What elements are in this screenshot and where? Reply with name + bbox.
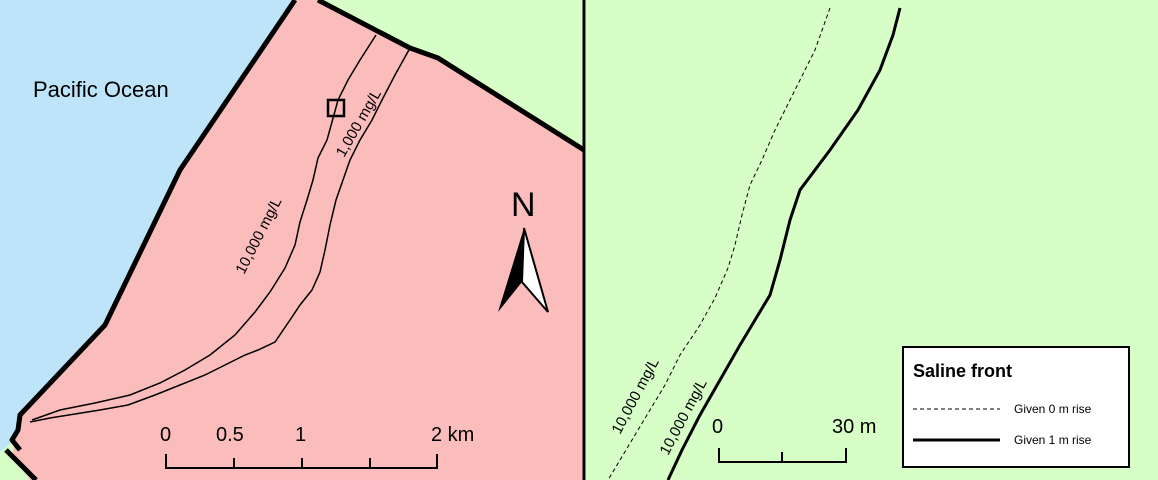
legend: Saline front Given 0 m rise Given 1 m ri… [902,346,1130,468]
legend-item-1m: Given 1 m rise [1014,433,1092,447]
m-scale-tick-30: 30 m [832,416,876,438]
north-arrow-light [520,227,549,313]
contour-10000-line [31,34,377,421]
coastline [9,0,298,452]
saline-front-0m-line [607,7,831,480]
km-scale-tick-2: 2 km [431,424,474,446]
legend-box [902,346,1130,468]
north-arrow-dark [498,228,524,312]
saline-zone [12,0,584,480]
north-label: N [511,186,536,224]
km-scale-tick-1: 1 [295,424,306,446]
km-scale-bar: 0 0.5 1 2 km [160,424,474,469]
left-panel: Pacific Ocean 10,000 mg/L 1,000 mg/L N 0… [0,0,586,480]
right-panel: 10,000 mg/L 10,000 mg/L 0 30 m Saline fr… [586,0,1158,480]
m-scale-bar: 0 30 m [712,416,876,463]
legend-item-0m: Given 0 m rise [1014,402,1092,416]
saline-front-1m-line [666,7,902,480]
ocean-label: Pacific Ocean [33,77,169,102]
legend-title: Saline front [913,361,1012,381]
km-scale-tick-0: 0 [160,424,171,446]
m-scale-tick-0: 0 [712,416,723,438]
km-scale-tick-0-5: 0.5 [216,424,244,446]
study-area-box [326,98,346,118]
north-arrow: N [498,186,549,313]
region-boundary-north [316,0,586,153]
region-boundary-south [4,448,38,480]
ocean-area [0,0,295,452]
contour-1000-line [29,47,411,423]
